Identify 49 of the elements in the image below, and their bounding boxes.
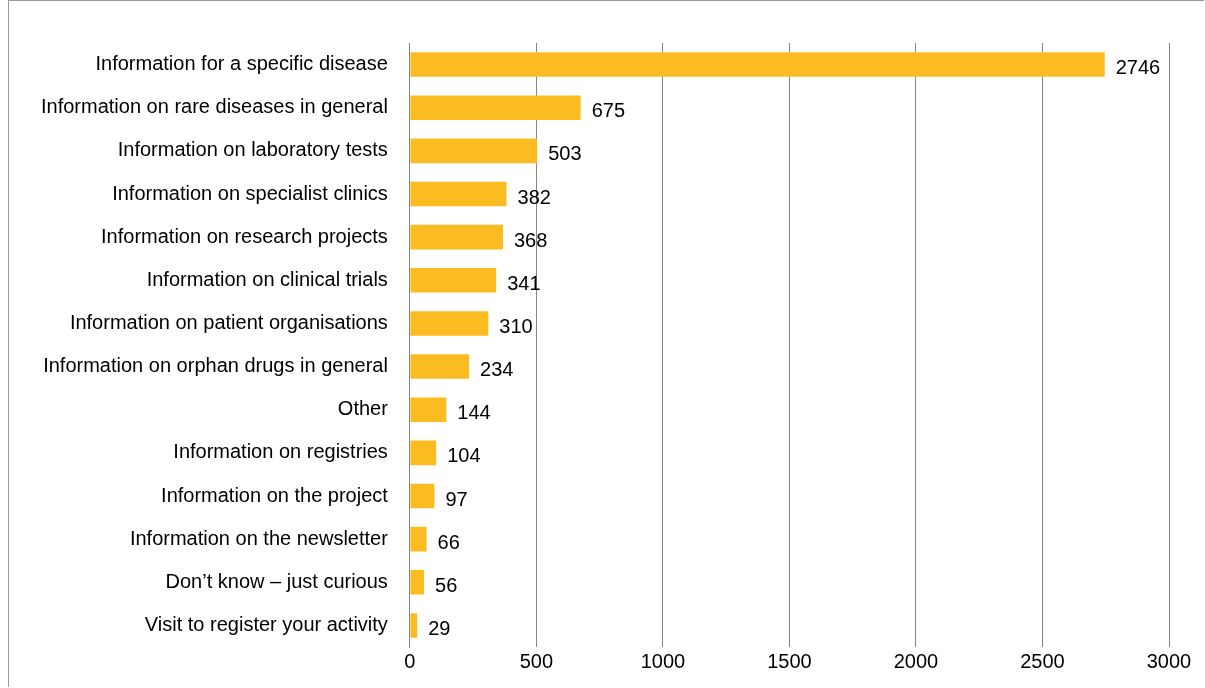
data-label: 310 — [499, 314, 533, 337]
y-tick-label: Information on specialist clinics — [112, 181, 388, 204]
data-label: 382 — [517, 185, 551, 208]
data-label: 144 — [457, 401, 491, 424]
y-tick-label: Information on clinical trials — [146, 267, 388, 290]
x-tick-label: 2000 — [893, 649, 939, 672]
data-label: 503 — [548, 142, 582, 165]
x-tick-label: 0 — [404, 649, 416, 672]
y-tick-label: Information on orphan drugs in general — [43, 354, 388, 377]
y-tick-label: Information for a specific disease — [95, 52, 388, 75]
bar — [410, 440, 437, 466]
bar — [410, 181, 507, 207]
data-label: 29 — [428, 616, 451, 639]
bar — [410, 52, 1105, 77]
bar — [410, 613, 418, 638]
data-label: 368 — [513, 228, 548, 251]
bar — [410, 224, 503, 250]
bar — [410, 95, 581, 121]
bar — [410, 483, 435, 509]
y-tick-label: Information on rare diseases in general — [40, 95, 388, 118]
x-tick-label: 500 — [519, 649, 554, 672]
bar — [410, 526, 427, 552]
data-label: 234 — [480, 358, 514, 381]
y-tick-label: Information on registries — [173, 440, 388, 463]
x-tick-label: 2500 — [1020, 649, 1065, 672]
y-tick-label: Other — [337, 397, 389, 420]
y-tick-label: Information on patient organisations — [69, 310, 388, 333]
y-tick-label: Information on the newsletter — [129, 526, 389, 549]
data-label: 66 — [437, 530, 460, 553]
bar — [410, 397, 447, 423]
y-tick-label: Information on research projects — [101, 224, 388, 247]
y-tick-label: Don’t know – just curious — [165, 569, 388, 592]
x-tick-label: 1500 — [767, 649, 812, 672]
x-tick-label: 3000 — [1146, 649, 1192, 672]
x-tick-label: 1000 — [640, 649, 686, 672]
data-label: 97 — [445, 487, 468, 510]
data-label: 104 — [447, 444, 481, 467]
y-tick-label: Information on the project — [161, 483, 389, 506]
data-label: 675 — [591, 99, 626, 122]
data-label: 56 — [435, 573, 458, 596]
y-tick-label: Visit to register your activity — [144, 612, 388, 635]
y-tick-label: Information on laboratory tests — [117, 138, 388, 161]
bar — [410, 569, 425, 595]
bar — [410, 267, 497, 293]
bar — [410, 138, 538, 164]
data-label: 341 — [507, 271, 541, 294]
bar — [410, 354, 470, 379]
data-label: 2746 — [1115, 56, 1161, 79]
bar — [410, 311, 489, 336]
